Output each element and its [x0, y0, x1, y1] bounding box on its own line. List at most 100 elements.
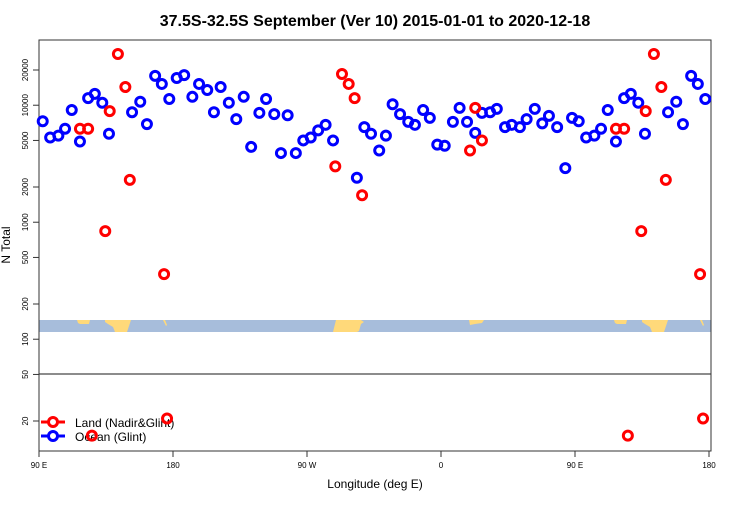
- x-axis-label: Longitude (deg E): [327, 477, 422, 491]
- x-tick-label: 0: [439, 461, 444, 470]
- ocean-point: [358, 121, 371, 134]
- land-point: [342, 77, 355, 90]
- ocean-point: [638, 127, 651, 140]
- ocean-point: [386, 98, 399, 111]
- ocean-point: [304, 131, 317, 144]
- y-axis: 20000 10000 5000 2000 1000 500 200 100 50 20: [21, 58, 39, 425]
- ocean-point: [350, 171, 363, 184]
- ocean-point: [102, 127, 115, 140]
- land-point: [329, 160, 342, 173]
- ocean-point: [453, 101, 466, 114]
- ocean-point: [268, 108, 281, 121]
- ocean-point: [520, 113, 533, 126]
- y-axis-label: N Total: [0, 226, 13, 263]
- ocean-point: [237, 90, 250, 103]
- ocean-point: [699, 93, 712, 106]
- land-point: [103, 105, 116, 118]
- ocean-point: [408, 118, 421, 131]
- ocean-point: [499, 121, 512, 134]
- legend-item-land: Land (Nadir&Glint): [41, 416, 174, 430]
- land-point: [639, 105, 652, 118]
- ocean-point: [588, 129, 601, 142]
- ocean-point: [163, 93, 176, 106]
- ocean-point: [186, 90, 199, 103]
- x-tick-label: 180: [702, 461, 716, 470]
- land-point: [158, 268, 171, 281]
- plot-frame: [38, 39, 712, 452]
- ocean-point: [289, 147, 302, 160]
- land-nz-2: [700, 320, 704, 326]
- land-point: [348, 92, 361, 105]
- ocean-point: [446, 115, 459, 128]
- legend-item-ocean: Ocean (Glint): [41, 430, 146, 444]
- land-point: [635, 225, 648, 238]
- ocean-point: [469, 126, 482, 139]
- ocean-point: [96, 96, 109, 109]
- chart-title: 37.5S-32.5S September (Ver 10) 2015-01-0…: [160, 13, 591, 30]
- y-tick-label: 20000: [21, 58, 30, 81]
- ocean-point: [319, 118, 332, 131]
- ocean-point: [193, 77, 206, 90]
- ocean-point: [691, 77, 704, 90]
- ocean-point: [222, 96, 235, 109]
- ocean-point: [59, 122, 72, 135]
- ocean-point: [609, 135, 622, 148]
- ocean-point: [274, 147, 287, 160]
- land-point: [697, 412, 710, 425]
- ocean-point: [685, 69, 698, 82]
- ocean-point: [423, 111, 436, 124]
- ocean-point: [230, 113, 243, 126]
- land-point: [618, 122, 631, 135]
- ocean-point: [662, 106, 675, 119]
- land-point: [464, 144, 477, 157]
- legend: Land (Nadir&Glint) Ocean (Glint): [41, 416, 174, 444]
- data-points: [36, 48, 712, 442]
- ocean-point: [207, 106, 220, 119]
- ocean-point: [140, 118, 153, 131]
- land-point: [659, 173, 672, 186]
- ocean-point: [528, 102, 541, 115]
- y-tick-label: 1000: [21, 213, 30, 231]
- ocean-point: [281, 109, 294, 122]
- land-point: [621, 429, 634, 442]
- y-tick-label: 10000: [21, 94, 30, 117]
- land-point: [694, 268, 707, 281]
- ocean-point: [379, 129, 392, 142]
- ocean-point: [542, 109, 555, 122]
- ocean-point: [394, 108, 407, 121]
- ocean-point: [201, 83, 214, 96]
- y-tick-label: 100: [21, 332, 30, 346]
- ocean-point: [624, 87, 637, 100]
- ocean-point: [312, 124, 325, 137]
- legend-label-land: Land (Nadir&Glint): [75, 416, 174, 430]
- ocean-point: [36, 115, 49, 128]
- land-south-africa: [469, 320, 484, 325]
- ocean-point: [214, 81, 227, 94]
- land-south-america: [333, 320, 364, 332]
- ocean-point: [373, 144, 386, 157]
- ocean-point: [245, 140, 258, 153]
- x-tick-label: 90 E: [31, 461, 47, 470]
- land-shapes: [77, 320, 704, 332]
- land-point: [647, 48, 660, 61]
- ocean-point: [327, 134, 340, 147]
- ocean-point: [73, 135, 86, 148]
- ocean-point: [536, 117, 549, 130]
- land-africa-east-2: [614, 320, 627, 324]
- ocean-point: [134, 95, 147, 108]
- ocean-point: [52, 129, 65, 142]
- ocean-point: [461, 115, 474, 128]
- y-tick-label: 20: [21, 416, 30, 425]
- land-point: [82, 122, 95, 135]
- ocean-point: [149, 69, 162, 82]
- ocean-point: [551, 121, 564, 134]
- map-strip: [39, 320, 711, 332]
- ocean-point: [260, 93, 273, 106]
- x-tick-label: 90 W: [298, 461, 317, 470]
- y-tick-label: 5000: [21, 131, 30, 149]
- ocean-point: [490, 102, 503, 115]
- y-tick-label: 50: [21, 369, 30, 378]
- ocean-point: [88, 87, 101, 100]
- ocean-point: [65, 104, 78, 117]
- land-point: [123, 173, 136, 186]
